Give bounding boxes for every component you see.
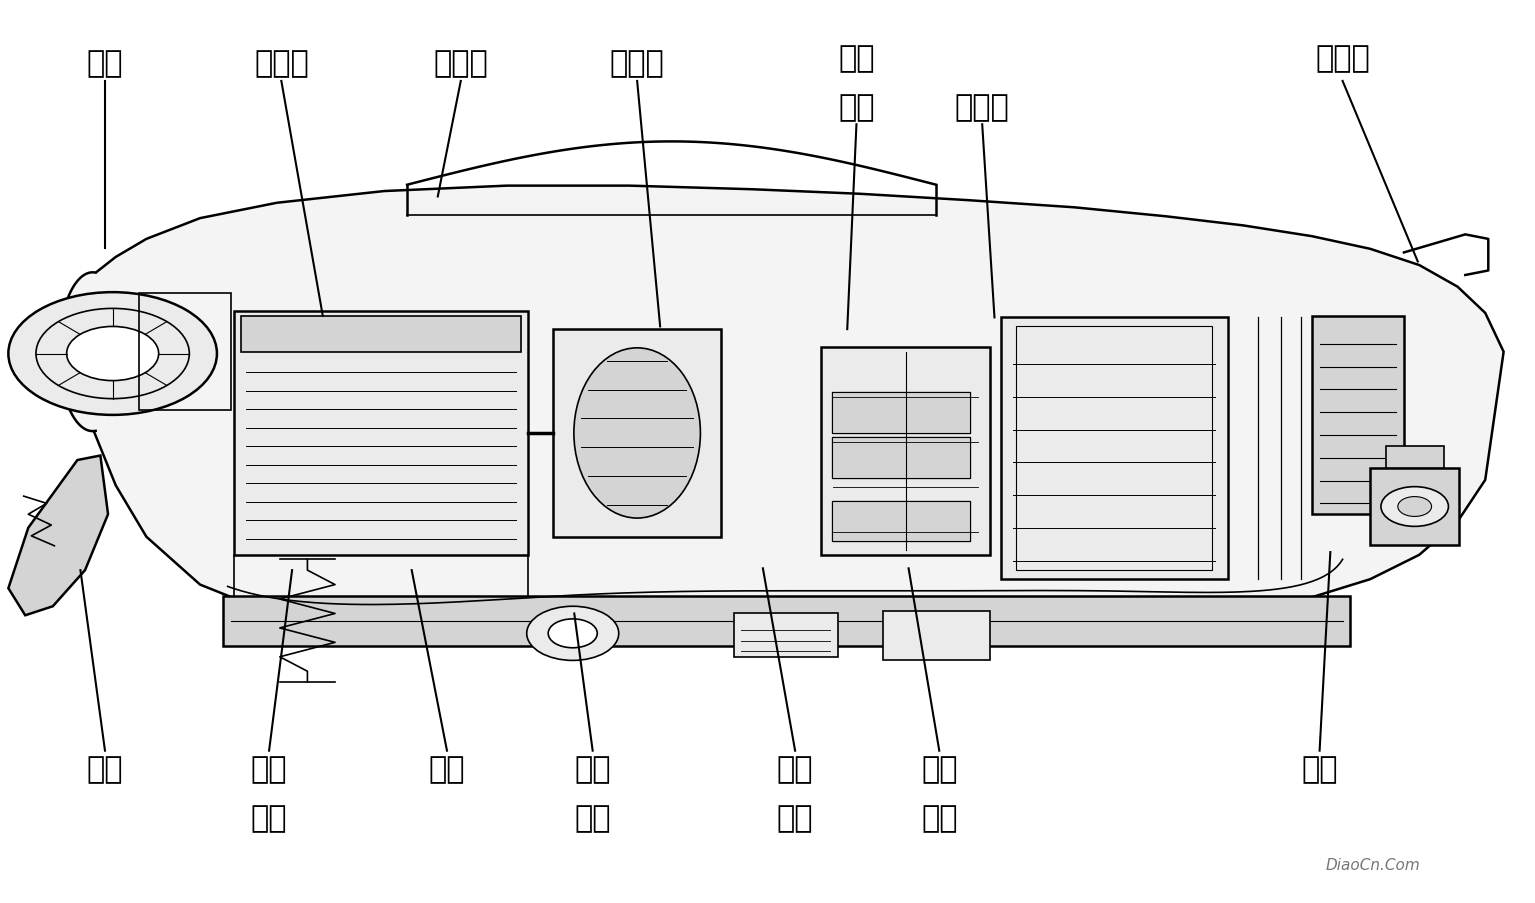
Bar <box>832 501 970 542</box>
Circle shape <box>548 619 597 648</box>
Bar <box>138 293 230 411</box>
Bar <box>223 597 1351 647</box>
Bar <box>233 312 528 555</box>
Bar <box>883 611 990 661</box>
Text: 驱动: 驱动 <box>921 803 958 832</box>
Text: 轴承: 轴承 <box>574 803 611 832</box>
Circle shape <box>66 327 158 381</box>
Bar <box>832 501 970 542</box>
Bar <box>821 348 990 555</box>
Bar <box>832 438 970 479</box>
Text: 弹性: 弹性 <box>250 754 287 783</box>
Text: 电控: 电控 <box>838 44 875 73</box>
Bar <box>832 501 970 542</box>
Polygon shape <box>92 186 1504 640</box>
Polygon shape <box>8 456 107 616</box>
Text: 制动: 制动 <box>777 803 814 832</box>
Bar <box>553 330 721 537</box>
Bar <box>832 438 970 479</box>
Bar <box>1001 318 1228 580</box>
Bar <box>832 393 970 433</box>
Text: 发电机: 发电机 <box>955 93 1010 122</box>
Bar <box>1386 446 1444 469</box>
Bar <box>241 316 520 352</box>
Bar <box>832 393 970 433</box>
Bar <box>1312 316 1405 515</box>
Polygon shape <box>58 273 95 432</box>
Text: 冷却器: 冷却器 <box>1315 44 1369 73</box>
Text: 叶片: 叶片 <box>87 754 123 783</box>
Bar <box>734 614 838 657</box>
Text: 底座: 底座 <box>428 754 465 783</box>
Circle shape <box>1382 487 1449 526</box>
Text: 轮毂: 轮毂 <box>87 50 123 79</box>
Text: 齿轮筱: 齿轮筱 <box>253 50 309 79</box>
Bar <box>832 438 970 479</box>
Bar <box>1371 469 1460 545</box>
Circle shape <box>527 607 619 661</box>
Text: 泵站: 泵站 <box>1302 754 1339 783</box>
Circle shape <box>8 293 216 415</box>
Bar <box>1016 327 1213 571</box>
Text: 联轴器: 联轴器 <box>609 50 665 79</box>
Circle shape <box>1398 497 1432 517</box>
Text: 机舶罩: 机舶罩 <box>433 50 488 79</box>
Text: 偏航: 偏航 <box>777 754 814 783</box>
Text: DiaoCn.Com: DiaoCn.Com <box>1326 857 1421 872</box>
Text: 底座: 底座 <box>250 803 287 832</box>
Text: 偏航: 偏航 <box>574 754 611 783</box>
Bar <box>832 393 970 433</box>
Text: 偏航: 偏航 <box>921 754 958 783</box>
Text: 系统: 系统 <box>838 93 875 122</box>
Ellipse shape <box>574 349 700 518</box>
